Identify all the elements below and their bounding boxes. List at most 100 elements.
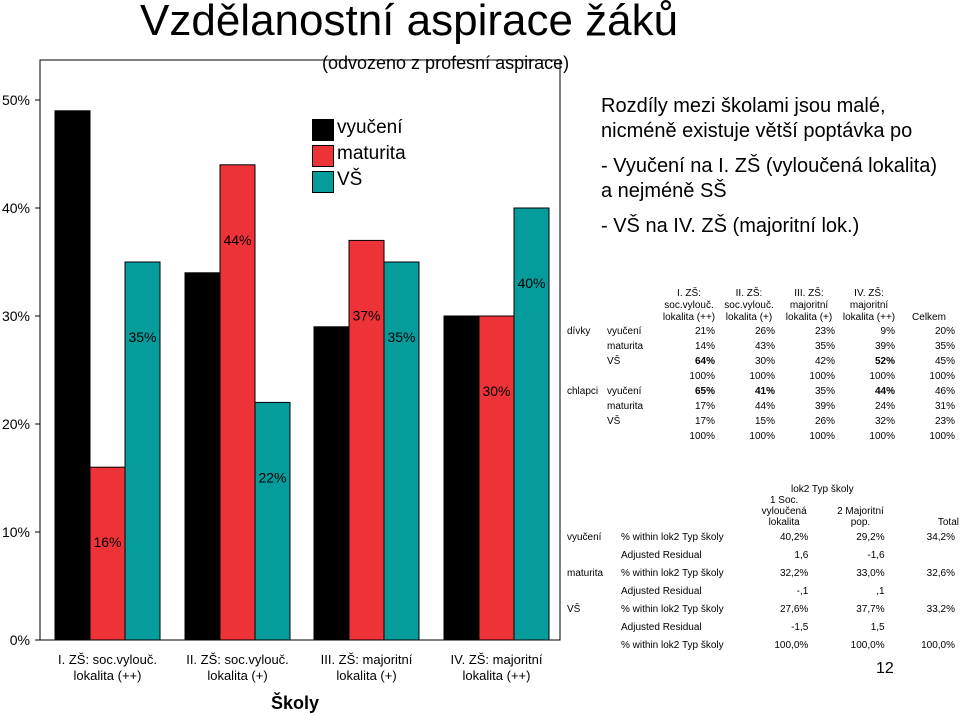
- table-cell: 32,6%: [926, 567, 955, 579]
- data-label: 29%: [317, 394, 345, 410]
- table-cell: 30%: [754, 356, 775, 367]
- y-tick-label: 0%: [10, 632, 30, 648]
- legend-label: vyučení: [337, 117, 403, 138]
- data-label: 35%: [128, 329, 156, 345]
- bar-maturita-2: [219, 164, 256, 641]
- row-label: % within lok2 Typ školy: [621, 639, 724, 651]
- table-cell: 32%: [874, 416, 895, 427]
- column-header: Total: [937, 517, 959, 528]
- bar-chart: 0% 10% 20% 30% 40% 50% 49% 16% 35% I. ZŠ: soc.vyl…: [2, 59, 561, 713]
- table-cell: [899, 582, 959, 600]
- table-cell: 100%: [749, 431, 775, 442]
- row-group: VŠ: [567, 603, 581, 615]
- row-label: vyučení: [607, 326, 642, 337]
- table-cell: 100%: [929, 431, 955, 442]
- group-header: lok2 Typ školy: [790, 484, 854, 495]
- table-cell: 23%: [934, 416, 955, 427]
- table-cell: 100%: [929, 371, 955, 382]
- table-cell: 45%: [934, 356, 955, 367]
- x-axis-label: Školy: [271, 692, 319, 713]
- table-cell: 1,6: [794, 549, 809, 561]
- row-label: maturita: [607, 341, 644, 352]
- y-tick-label: 40%: [2, 200, 30, 216]
- column-header: IV. ZŠ: majoritní lokalita (++): [842, 288, 896, 323]
- table-row: vyučení % within lok2 Typ školy 40,2% 29,2%…: [567, 528, 959, 546]
- data-label: 30%: [482, 383, 510, 399]
- table-cell: 21%: [694, 326, 715, 337]
- table-cell: 46%: [934, 386, 955, 397]
- table-cell: 20%: [934, 326, 955, 337]
- row-label: VŠ: [607, 356, 621, 367]
- page-number: 12: [876, 660, 894, 677]
- column-header: I. ZŠ: soc.vylouč. lokalita (++): [662, 288, 716, 323]
- table-row: Adjusted Residual 1,6 -1,6: [567, 546, 959, 564]
- table-row: VŠ 17% 15% 26% 32% 23%: [567, 414, 959, 429]
- column-header: 2 Majoritní pop.: [837, 506, 884, 528]
- x-tick-label: IV. ZŠ: majoritní: [451, 652, 543, 667]
- table-cell: 100,0%: [921, 639, 955, 651]
- x-tick-label: I. ZŠ: soc.vylouč.: [58, 652, 157, 667]
- table-cell: 1,5: [870, 621, 885, 633]
- y-tick-label: 50%: [2, 92, 30, 108]
- table-cell: 34,2%: [926, 531, 955, 543]
- bar-VŠ-4: [513, 207, 550, 641]
- bar-vyučení-2: [184, 272, 221, 641]
- x-tick-label: III. ZŠ: majoritní: [321, 652, 413, 667]
- data-label: 49%: [58, 178, 86, 194]
- table-cell: ,1: [876, 585, 885, 597]
- bar-vyučení-4: [443, 315, 480, 641]
- table-cell: 52%: [874, 356, 895, 367]
- table-cell: 39%: [874, 341, 895, 352]
- row-group: [567, 429, 607, 444]
- row-label: % within lok2 Typ školy: [621, 603, 724, 615]
- y-tick-label: 10%: [2, 524, 30, 540]
- table-cell: 26%: [814, 416, 835, 427]
- note-intro: Rozdíly mezi školami jsou malé, nicméně …: [601, 95, 913, 142]
- note-point: - Vyučení na I. ZŠ (vyloučená lokalita) …: [601, 155, 938, 202]
- x-tick-label: II. ZŠ: soc.vylouč.: [186, 652, 289, 667]
- row-group: vyučení: [567, 531, 602, 543]
- legend-label: maturita: [337, 143, 406, 164]
- table-cell: 31%: [934, 401, 955, 412]
- x-tick-label: lokalita (+): [336, 668, 396, 683]
- table-cell: 44%: [754, 401, 775, 412]
- table-cell: 43%: [754, 341, 775, 352]
- table-cell: 100%: [749, 371, 775, 382]
- table-header-row: 1 Soc. vyloučená lokalita 2 Majoritní pop. To…: [567, 495, 959, 528]
- row-label: VŠ: [607, 416, 621, 427]
- table-cell: 24%: [874, 401, 895, 412]
- row-group: [567, 369, 607, 384]
- table-cell: 100%: [869, 431, 895, 442]
- x-tick-label: lokalita (++): [463, 668, 531, 683]
- row-group: maturita: [567, 567, 604, 579]
- table-cell: 42%: [814, 356, 835, 367]
- row-group: [567, 414, 607, 429]
- bar-vyučení-3: [313, 326, 350, 641]
- table-cell: [899, 618, 959, 636]
- x-tick-label: lokalita (++): [74, 668, 142, 683]
- bar-maturita-4: [478, 315, 515, 641]
- row-label: % within lok2 Typ školy: [621, 567, 724, 579]
- plot-frame: [39, 59, 561, 641]
- legend-swatch-maturita: [312, 145, 334, 167]
- table-cell: 35%: [934, 341, 955, 352]
- column-header: III. ZŠ: majoritní lokalita (+): [785, 288, 833, 323]
- bar-VŠ-3: [383, 261, 420, 641]
- y-tick-label: 20%: [2, 416, 30, 432]
- table-cell: -1,5: [791, 621, 809, 633]
- x-tick-label: lokalita (+): [207, 668, 267, 683]
- table-cell: 17%: [694, 401, 715, 412]
- column-header: II. ZŠ: soc.vylouč. lokalita (+): [724, 288, 774, 323]
- table-cell: 100%: [809, 431, 835, 442]
- table-cell: 100%: [869, 371, 895, 382]
- table-cell: 100%: [809, 371, 835, 382]
- table-row: VŠ % within lok2 Typ školy 27,6% 37,7% 33,2%: [567, 600, 959, 618]
- table-cell: 100%: [689, 431, 715, 442]
- table-row: VŠ 64% 30% 42% 52% 45%: [567, 354, 959, 369]
- legend-swatch-vyuceni: [312, 119, 334, 141]
- table-row: % within lok2 Typ školy 100,0% 100,0% 100,0…: [567, 636, 959, 654]
- table-cell: 17%: [694, 416, 715, 427]
- table-cell: 33,2%: [926, 603, 955, 615]
- row-label: Adjusted Residual: [621, 585, 702, 597]
- legend-label: VŠ: [337, 169, 363, 190]
